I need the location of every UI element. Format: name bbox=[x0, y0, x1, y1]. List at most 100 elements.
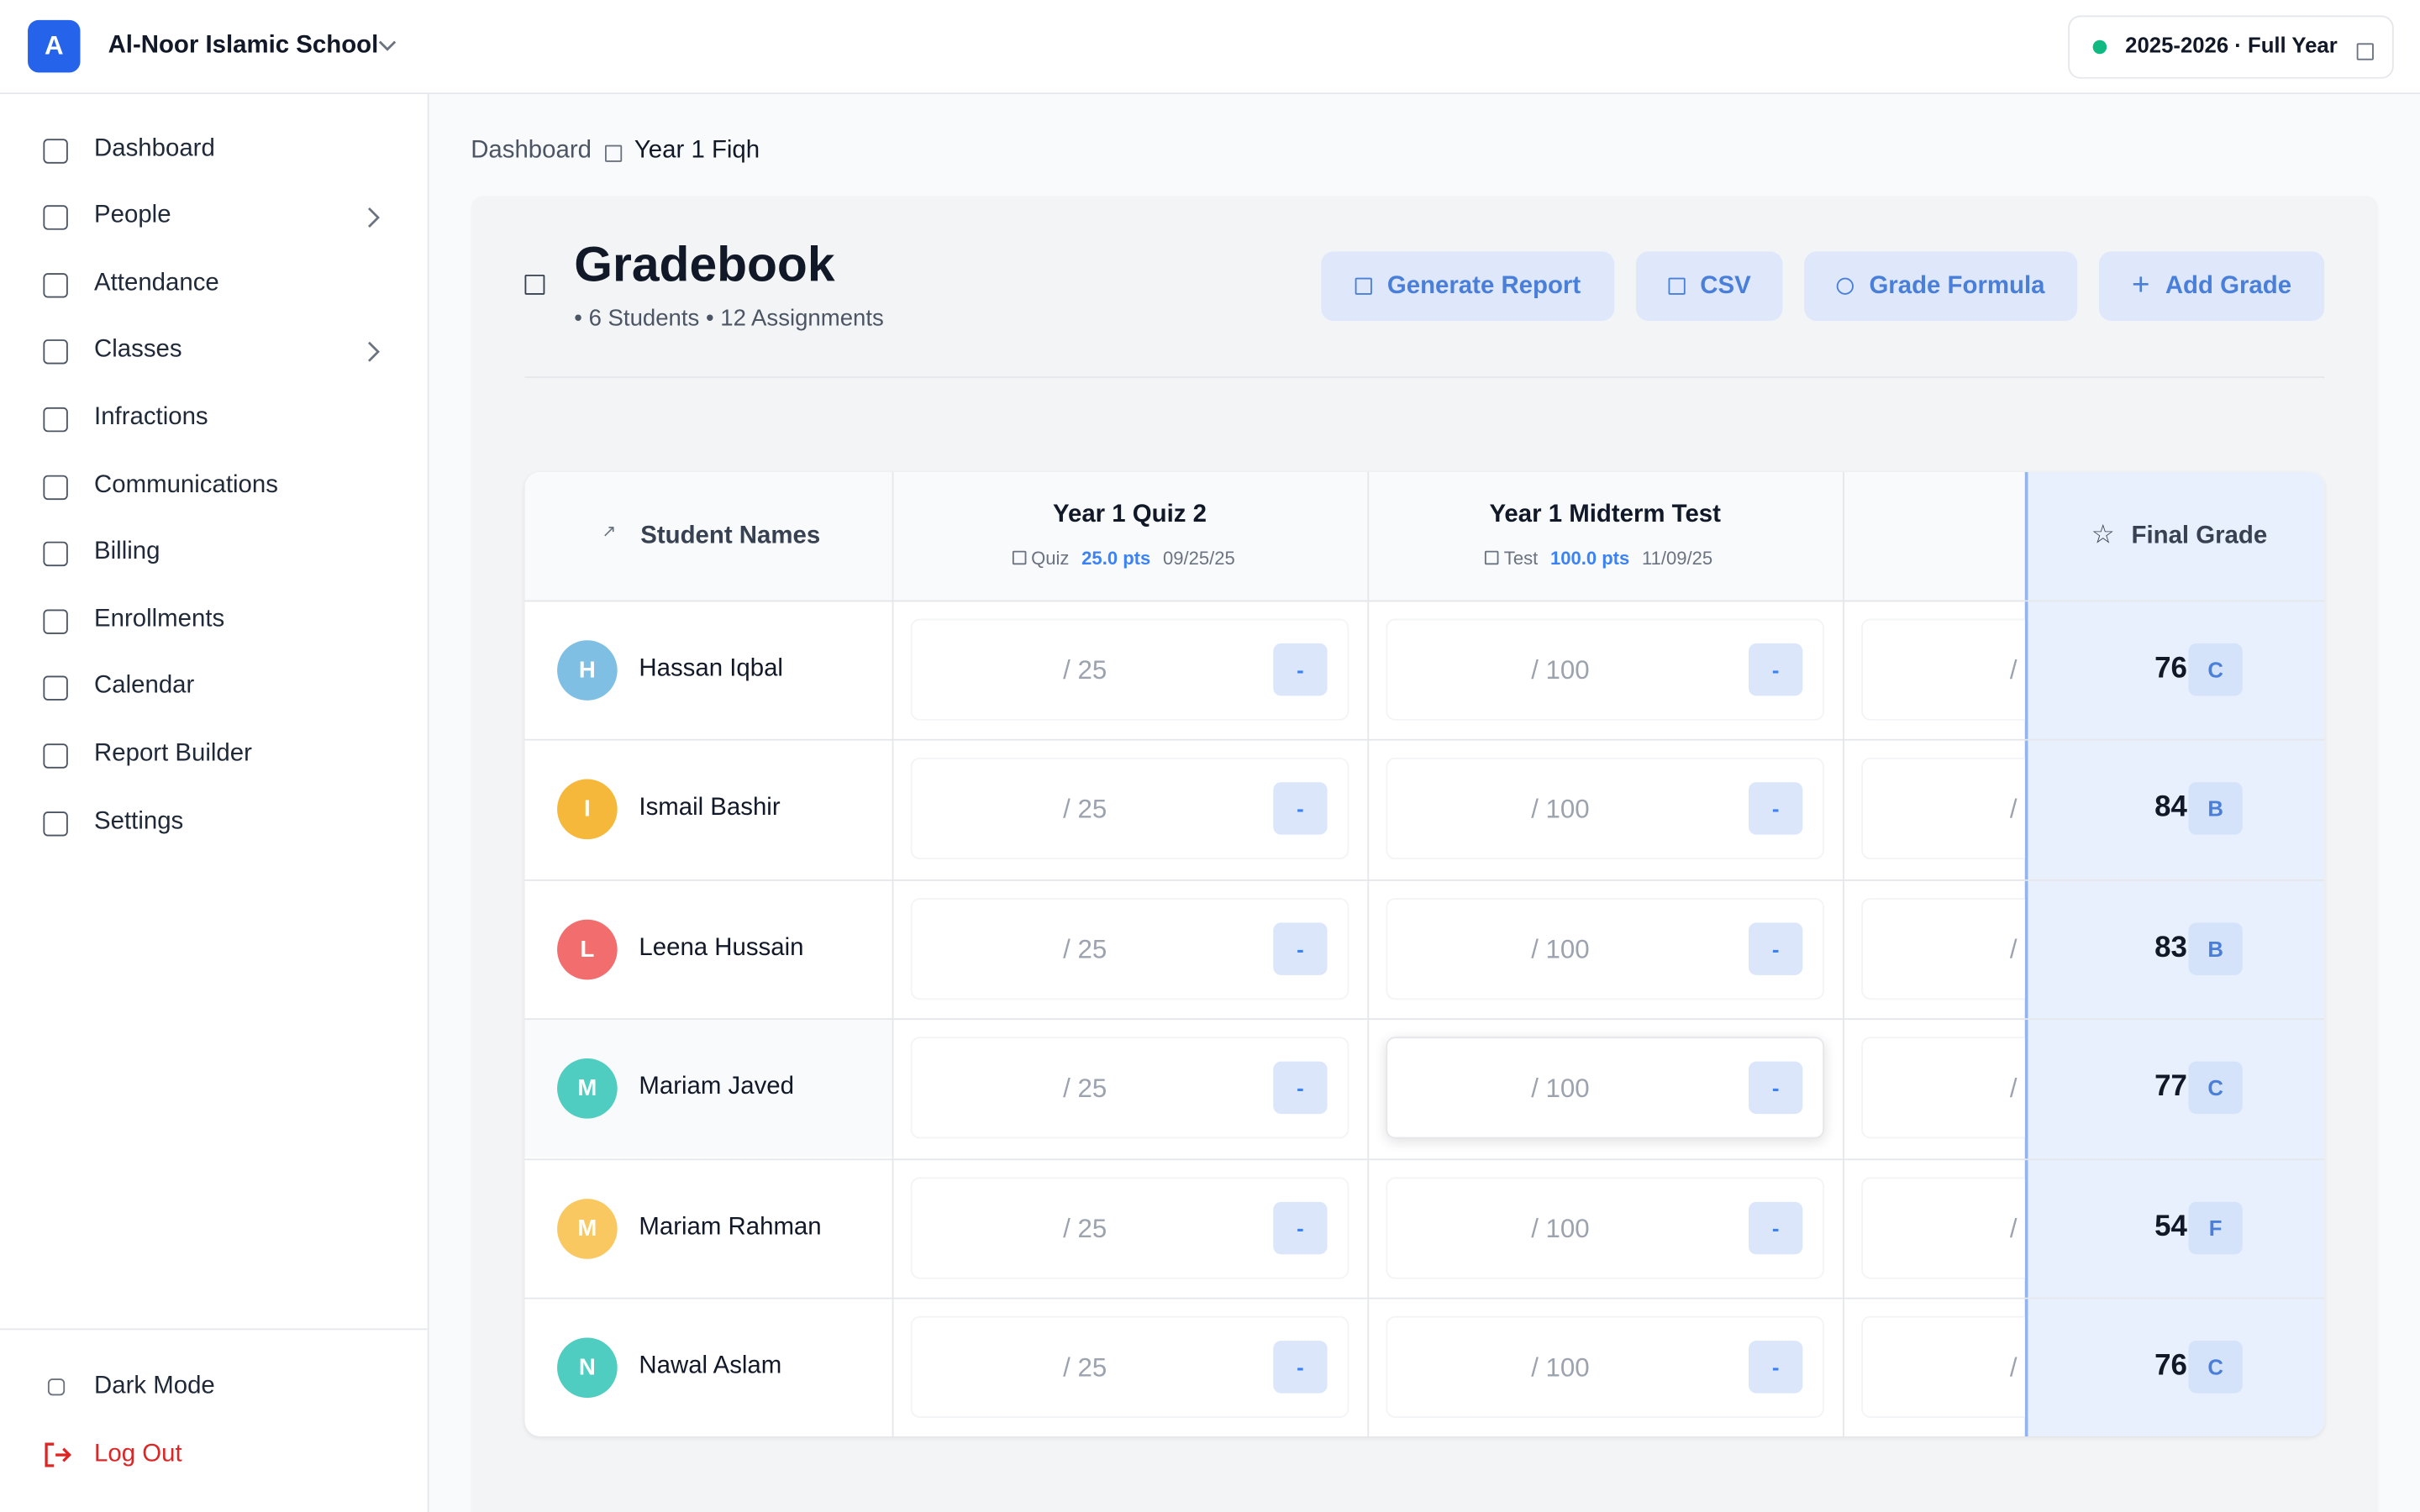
grade-input[interactable]: /- bbox=[1861, 758, 2025, 860]
row-divider bbox=[524, 1158, 2325, 1160]
grade-input[interactable]: / 100 - bbox=[1386, 758, 1825, 860]
top-bar bbox=[0, 0, 2420, 95]
grade-input[interactable]: / 100 - bbox=[1386, 1176, 1825, 1278]
student-avatar: I bbox=[557, 780, 618, 840]
letter-grade-button[interactable]: - bbox=[1273, 921, 1328, 975]
breadcrumb-link[interactable]: Dashboard bbox=[471, 137, 592, 164]
grade-input[interactable]: / 25 - bbox=[910, 758, 1349, 860]
student-name[interactable]: Mariam Javed bbox=[639, 1074, 794, 1100]
student-name[interactable]: Nawal Aslam bbox=[639, 1352, 782, 1380]
gradebook-icon bbox=[524, 274, 545, 295]
csv-button[interactable]: CSV bbox=[1635, 251, 1783, 322]
student-name[interactable]: Leena Hussain bbox=[639, 934, 804, 961]
nav-item[interactable]: Dashboard bbox=[94, 134, 215, 161]
letter-grade-button[interactable]: - bbox=[1749, 1201, 1803, 1254]
sidebar bbox=[0, 94, 429, 1512]
nav-item[interactable]: Enrollments bbox=[94, 606, 225, 633]
grade-input[interactable]: / 25 - bbox=[910, 1037, 1349, 1139]
grade-cell-clip: / 100 - bbox=[1367, 1019, 1843, 1158]
final-letter: F bbox=[2188, 1201, 2243, 1254]
dark-mode-icon bbox=[47, 1378, 66, 1396]
student-name[interactable]: Mariam Rahman bbox=[639, 1213, 822, 1240]
row-divider bbox=[524, 879, 2325, 881]
student-avatar: H bbox=[557, 640, 618, 701]
assignment-header[interactable]: Year 1 Quiz 2 Quiz 25.0 pts 09/25/25 bbox=[892, 472, 1368, 600]
breadcrumb-current: Year 1 Fiqh bbox=[634, 137, 760, 164]
page-title: Gradebook bbox=[574, 236, 835, 292]
grade-input[interactable]: / 100 - bbox=[1386, 1037, 1825, 1139]
grade-placeholder: / bbox=[2009, 934, 2018, 964]
grade-input[interactable]: / 25 - bbox=[910, 897, 1349, 1000]
add-grade-button[interactable]: + Add Grade bbox=[2098, 251, 2325, 322]
assignment-points: 25.0 pts bbox=[1081, 548, 1151, 570]
classes-chevron[interactable] bbox=[366, 341, 381, 363]
nav-icon bbox=[43, 608, 68, 634]
nav-item[interactable]: People bbox=[94, 202, 171, 229]
letter-grade-button[interactable]: - bbox=[1273, 1062, 1328, 1115]
assignment-header[interactable]: Year 1 H Assignm bbox=[1843, 472, 2025, 600]
grade-cell-clip: / 100 - bbox=[1367, 1158, 1843, 1297]
grade-cell-clip: /- bbox=[1843, 1019, 2025, 1158]
term-label[interactable]: 2025-2026 · Full Year bbox=[2125, 32, 2338, 57]
nav-icon bbox=[43, 339, 68, 365]
generate-report-button[interactable]: Generate Report bbox=[1321, 251, 1615, 322]
student-name[interactable]: Ismail Bashir bbox=[639, 795, 781, 822]
assignment-title: Year 1 Midterm Test bbox=[1489, 501, 1721, 528]
letter-grade-button[interactable]: - bbox=[1749, 782, 1803, 836]
grade-input[interactable]: / 100 - bbox=[1386, 618, 1825, 721]
letter-grade-button[interactable]: - bbox=[1749, 1341, 1803, 1394]
school-name[interactable]: Al-Noor Islamic School bbox=[108, 32, 379, 59]
term-selector[interactable] bbox=[2068, 15, 2394, 79]
grade-placeholder: / bbox=[2009, 1074, 2018, 1104]
grade-placeholder: / bbox=[2009, 795, 2018, 825]
grade-input[interactable]: / 100 - bbox=[1386, 897, 1825, 1000]
letter-grade-button[interactable]: - bbox=[1273, 643, 1328, 696]
grade-cell-clip: / 25 - bbox=[892, 879, 1368, 1018]
grade-input[interactable]: /- bbox=[1861, 1176, 2025, 1278]
nav-item[interactable]: Settings bbox=[94, 807, 184, 834]
row-divider bbox=[524, 600, 2325, 602]
nav-item[interactable]: Billing bbox=[94, 538, 160, 565]
grade-input[interactable]: /- bbox=[1861, 618, 2025, 721]
assignment-count: 12 Assignments bbox=[720, 305, 884, 332]
letter-grade-button[interactable]: - bbox=[1749, 643, 1803, 696]
logout-icon bbox=[45, 1442, 71, 1467]
grade-input[interactable]: / 100 - bbox=[1386, 1315, 1825, 1418]
people-chevron[interactable] bbox=[366, 207, 381, 228]
nav-item[interactable]: Communications bbox=[94, 471, 278, 498]
grade-cell-clip: / 100 - bbox=[1367, 1298, 1843, 1436]
assignment-header[interactable]: Year 1 Midterm Test Test 100.0 pts 11/09/2… bbox=[1367, 472, 1843, 600]
header-divider bbox=[524, 376, 2325, 378]
letter-grade-button[interactable]: - bbox=[1749, 1062, 1803, 1115]
grade-input[interactable]: / 25 - bbox=[910, 618, 1349, 721]
letter-grade-button[interactable]: - bbox=[1749, 921, 1803, 975]
student-name[interactable]: Hassan Iqbal bbox=[639, 655, 783, 682]
student-avatar: N bbox=[557, 1337, 618, 1399]
grade-input[interactable]: /- bbox=[1861, 1037, 2025, 1139]
letter-grade-button[interactable]: - bbox=[1273, 1341, 1328, 1394]
nav-item[interactable]: Calendar bbox=[94, 673, 195, 700]
term-status-dot bbox=[2092, 39, 2107, 55]
grade-input[interactable]: /- bbox=[1861, 1315, 2025, 1418]
letter-grade-button[interactable]: - bbox=[1273, 782, 1328, 836]
button-label: Grade Formula bbox=[1869, 272, 2045, 299]
grade-input[interactable]: / 25 - bbox=[910, 1315, 1349, 1418]
student-count: 6 Students bbox=[588, 305, 700, 332]
letter-grade-button[interactable]: - bbox=[1273, 1201, 1328, 1254]
column-header: Final Grade bbox=[2131, 522, 2268, 549]
grade-cell-clip: / 25 - bbox=[892, 1158, 1368, 1297]
nav-item[interactable]: Report Builder bbox=[94, 740, 252, 767]
nav-item[interactable]: Classes bbox=[94, 336, 182, 364]
grade-input[interactable]: / 25 - bbox=[910, 1176, 1349, 1278]
dark-mode-toggle[interactable]: Dark Mode bbox=[94, 1373, 215, 1399]
nav-item[interactable]: Attendance bbox=[94, 269, 219, 297]
nav-item[interactable]: Infractions bbox=[94, 404, 208, 431]
school-avatar[interactable]: A bbox=[28, 19, 81, 73]
school-chevron[interactable] bbox=[378, 39, 397, 54]
grade-input[interactable]: /- bbox=[1861, 897, 2025, 1000]
grade-formula-button[interactable]: Grade Formula bbox=[1804, 251, 2078, 322]
term-icon bbox=[2356, 43, 2374, 60]
final-letter: C bbox=[2188, 1062, 2243, 1115]
logout-link[interactable]: Log Out bbox=[94, 1441, 182, 1467]
assignment-meta: Test 100.0 pts 11/09/25 bbox=[1367, 548, 1843, 570]
